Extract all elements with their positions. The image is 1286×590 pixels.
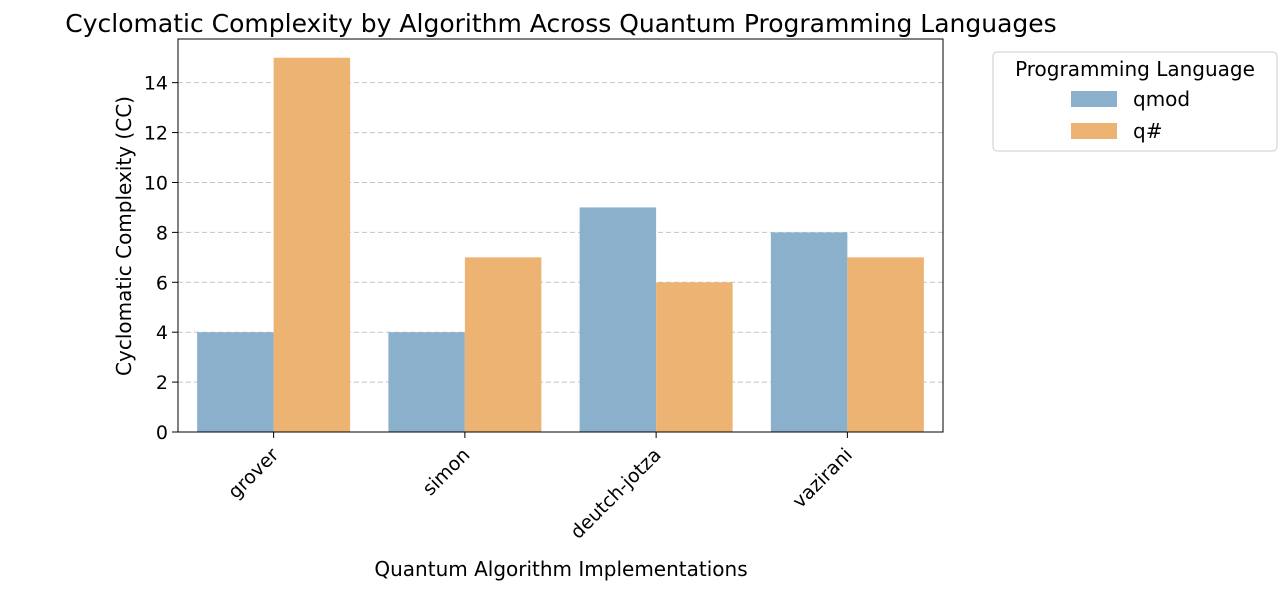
y-axis-label: Cyclomatic Complexity (CC) [112, 96, 136, 376]
legend-swatch [1071, 91, 1117, 107]
bar-qmod-grover [197, 332, 274, 432]
legend-frame [992, 51, 1278, 152]
bar-q-deutch-jotza [656, 282, 733, 432]
y-tick-label: 12 [144, 123, 168, 145]
x-tick-label: vazirani [788, 444, 857, 513]
legend-label: q# [1133, 119, 1162, 143]
bar-q-vazirani [847, 257, 924, 432]
bar-qmod-simon [388, 332, 465, 432]
legend-items: qmod q# [1071, 87, 1190, 143]
x-axis-ticks: grover simon deutch-jotza vazirani [224, 432, 857, 543]
bar-q-simon [464, 257, 542, 432]
legend-swatch [1071, 123, 1117, 139]
y-tick-label: 6 [156, 272, 168, 294]
bar-qmod-deutch-jotza [579, 207, 657, 432]
bar-qmod-vazirani [770, 232, 848, 432]
y-axis-ticks: 0 2 4 6 8 10 12 14 [144, 73, 178, 444]
y-tick-label: 2 [156, 372, 168, 394]
y-tick-label: 0 [156, 422, 168, 444]
x-tick-label: deutch-jotza [566, 444, 665, 543]
y-tick-label: 14 [144, 73, 168, 95]
x-axis-label: Quantum Algorithm Implementations [374, 557, 747, 581]
legend-title: Programming Language [1015, 57, 1255, 81]
legend-label: qmod [1133, 87, 1190, 111]
y-tick-label: 8 [156, 222, 168, 244]
y-tick-label: 4 [156, 322, 168, 344]
bars [197, 57, 924, 432]
plot-frame [177, 38, 944, 433]
x-tick-label: simon [418, 444, 474, 500]
chart-title: Cyclomatic Complexity by Algorithm Acros… [65, 9, 1056, 38]
bar-q-grover [273, 57, 351, 432]
y-tick-label: 10 [144, 172, 168, 194]
legend: Programming Language qmod q# [992, 51, 1278, 152]
x-tick-label: grover [224, 444, 283, 503]
